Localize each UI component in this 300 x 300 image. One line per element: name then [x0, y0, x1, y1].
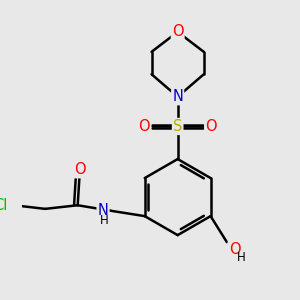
- Text: N: N: [98, 203, 109, 218]
- Text: O: O: [229, 242, 240, 257]
- Text: O: O: [172, 24, 184, 39]
- Text: H: H: [237, 251, 246, 264]
- Text: N: N: [172, 89, 183, 104]
- Text: H: H: [100, 214, 109, 227]
- Text: O: O: [205, 119, 217, 134]
- Text: O: O: [74, 162, 85, 177]
- Text: O: O: [139, 119, 150, 134]
- Text: S: S: [173, 119, 182, 134]
- Text: Cl: Cl: [0, 198, 8, 213]
